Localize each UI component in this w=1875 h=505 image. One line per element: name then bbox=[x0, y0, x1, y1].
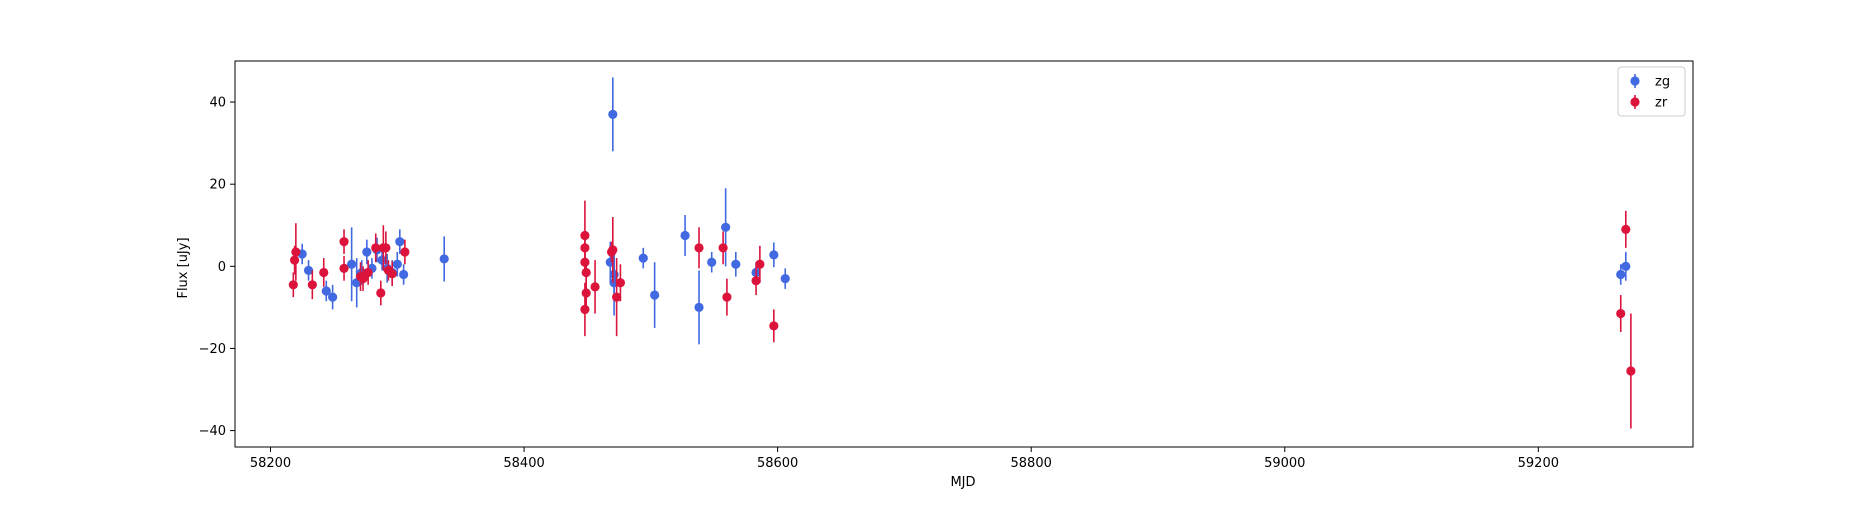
data-point-zg-32 bbox=[1621, 261, 1631, 271]
data-point-zr-30 bbox=[722, 292, 732, 302]
data-point-zr-32 bbox=[755, 259, 765, 269]
x-tick-label-58200: 58200 bbox=[250, 456, 291, 471]
y-tick-label--20: −20 bbox=[199, 342, 226, 357]
data-point-zg-29 bbox=[769, 250, 779, 260]
data-point-zg-21 bbox=[638, 253, 648, 263]
data-point-zg-2 bbox=[321, 286, 331, 296]
y-tick-label--40: −40 bbox=[199, 424, 226, 439]
data-point-zg-13 bbox=[392, 259, 402, 269]
data-point-zr-8 bbox=[358, 274, 368, 284]
legend-label-zg: zg bbox=[1655, 75, 1670, 90]
axes: 58200 58400 58600 58800 59000 59200 −40 −20 0 20 4… bbox=[199, 60, 1694, 471]
x-tick-label-58800: 58800 bbox=[1011, 456, 1052, 471]
x-tick-label-58400: 58400 bbox=[503, 456, 544, 471]
x-tick-label-59000: 59000 bbox=[1264, 456, 1305, 471]
data-point-zg-27 bbox=[731, 259, 741, 269]
legend-marker-zr bbox=[1630, 97, 1640, 107]
data-point-zr-13 bbox=[381, 243, 391, 253]
data-point-zr-5 bbox=[339, 237, 349, 247]
data-point-zg-1 bbox=[303, 265, 314, 276]
data-point-zg-30 bbox=[780, 274, 790, 284]
data-point-zr-31 bbox=[751, 276, 761, 286]
series-zg bbox=[297, 77, 1631, 345]
x-tick-label-58600: 58600 bbox=[757, 456, 798, 471]
data-point-zr-25 bbox=[608, 245, 618, 255]
data-point-zr-11 bbox=[376, 288, 386, 298]
y-tick-label-40: 40 bbox=[209, 96, 226, 111]
data-point-zr-21 bbox=[581, 288, 591, 298]
data-point-zr-29 bbox=[718, 243, 728, 253]
y-tick-label-0: 0 bbox=[218, 260, 226, 275]
data-point-zr-35 bbox=[1621, 224, 1631, 234]
data-point-zr-19 bbox=[580, 257, 590, 267]
data-point-zr-28 bbox=[694, 243, 704, 253]
data-point-zg-25 bbox=[707, 257, 717, 267]
data-point-zg-18 bbox=[608, 109, 618, 119]
data-point-zg-22 bbox=[650, 290, 660, 300]
data-point-zg-15 bbox=[399, 269, 409, 280]
data-point-zr-1 bbox=[289, 255, 300, 265]
data-point-zr-36 bbox=[1626, 366, 1636, 376]
data-marks bbox=[288, 77, 1636, 429]
data-point-zr-20 bbox=[581, 267, 591, 278]
legend-label-zr: zr bbox=[1655, 96, 1668, 111]
data-point-zg-4 bbox=[347, 259, 357, 269]
data-point-zr-16 bbox=[400, 247, 410, 257]
data-point-zr-34 bbox=[1616, 308, 1626, 319]
data-point-zr-0 bbox=[288, 280, 298, 290]
data-point-zr-15 bbox=[387, 269, 397, 279]
data-point-zr-2 bbox=[291, 247, 301, 257]
data-point-zg-3 bbox=[328, 292, 338, 302]
data-point-zg-10 bbox=[377, 255, 387, 265]
data-point-zr-22 bbox=[580, 304, 590, 315]
data-point-zr-23 bbox=[590, 282, 600, 292]
data-point-zg-16 bbox=[439, 254, 449, 264]
data-point-zr-27 bbox=[615, 278, 626, 288]
data-point-zr-6 bbox=[339, 263, 349, 273]
data-point-zr-9 bbox=[363, 267, 373, 278]
legend-marker-zg bbox=[1630, 76, 1640, 86]
data-point-zr-3 bbox=[307, 280, 317, 290]
y-tick-label-20: 20 bbox=[209, 178, 226, 193]
data-point-zg-7 bbox=[362, 247, 372, 257]
data-point-zr-10 bbox=[371, 243, 381, 253]
y-axis-label: Flux [uJy] bbox=[176, 237, 191, 298]
series-zr bbox=[288, 200, 1636, 429]
data-point-zg-31 bbox=[1616, 269, 1626, 280]
data-point-zg-26 bbox=[721, 222, 731, 232]
legend-box bbox=[1617, 66, 1686, 117]
data-point-zg-24 bbox=[694, 302, 704, 312]
data-point-zr-26 bbox=[612, 292, 622, 302]
data-point-zg-14 bbox=[395, 237, 405, 247]
plot-frame bbox=[234, 60, 1694, 448]
x-axis-label: MJD bbox=[950, 475, 975, 490]
data-point-zr-4 bbox=[319, 267, 329, 278]
legend: zg zr bbox=[1617, 66, 1686, 117]
x-tick-label-59200: 59200 bbox=[1518, 456, 1559, 471]
data-point-zg-23 bbox=[680, 230, 690, 241]
data-point-zr-33 bbox=[769, 321, 779, 331]
